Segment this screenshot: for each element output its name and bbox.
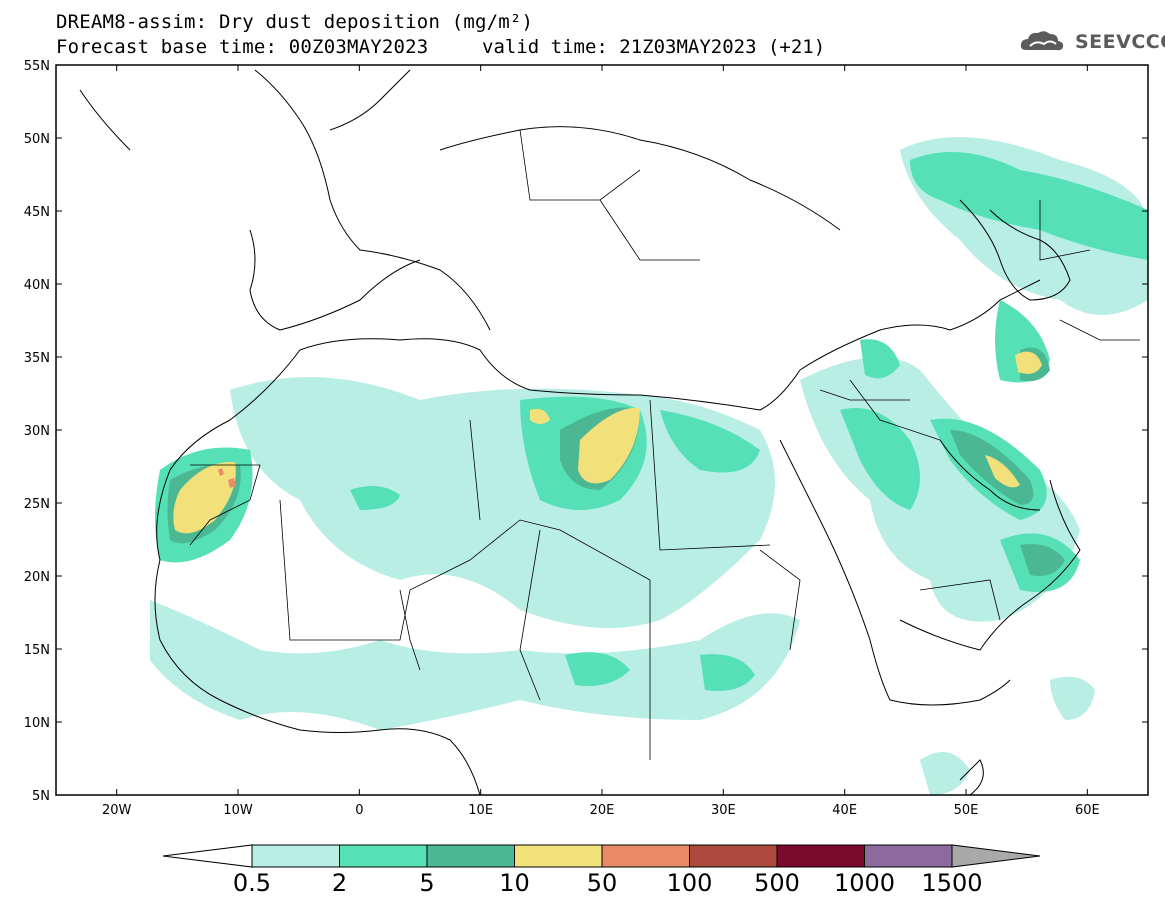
lat-label: 20N [24,570,50,585]
lon-label: 20W [102,803,132,818]
lon-label: 0 [355,803,363,818]
longitude-axis: 20W 10W 0 10E 20E 30E 40E 50E 60E [102,65,1100,818]
colorbar-label: 2 [332,869,347,897]
colorbar-low-arrow [162,844,253,868]
colorbar-swatch [251,844,340,868]
seevccc-logo-text: SEEVCCC [1075,31,1165,53]
coastlines [79,69,1081,795]
colorbar-label: 5 [419,869,434,897]
colorbar-label: 100 [667,869,713,897]
valid-time: valid time: 21Z03MAY2023 (+21) [482,36,826,58]
lat-label: 45N [24,205,50,220]
colorbar-label: 0.5 [233,869,271,897]
colorbar-swatch [864,844,953,868]
lat-label: 50N [24,132,50,147]
colorbar-swatch [339,844,428,868]
colorbar-label: 10 [499,869,530,897]
lon-label: 50E [954,803,979,818]
lat-label: 35N [24,351,50,366]
lat-label: 30N [24,424,50,439]
latitude-axis: 55N 50N 45N 40N 35N 30N 25N 20N 15N 10N 5N [24,59,1148,804]
colorbar-label: 50 [587,869,618,897]
colorbar-high-arrow [951,844,1041,868]
lon-label: 10E [468,803,493,818]
deposition-10-50-region [173,351,1042,534]
lat-label: 40N [24,278,50,293]
lat-label: 5N [32,789,50,804]
lat-label: 15N [24,643,50,658]
colorbar-label: 1500 [921,869,982,897]
lon-label: 20E [590,803,615,818]
colorbar-swatch [426,844,515,868]
lon-label: 30E [711,803,736,818]
lat-label: 25N [24,497,50,512]
map-title: DREAM8-assim: Dry dust deposition (mg/m²… [56,11,534,33]
lat-label: 10N [24,716,50,731]
lon-label: 10W [223,803,253,818]
cloud-logo-icon [1020,31,1064,51]
colorbar-label: 500 [754,869,800,897]
lat-label: 55N [24,59,50,74]
colorbar: 0.5 2 5 10 50 100 500 1000 1500 [162,844,1041,897]
lon-label: 60E [1075,803,1100,818]
map-area [79,69,1148,795]
forecast-base-time: Forecast base time: 00Z03MAY2023 [56,36,429,58]
colorbar-swatch [689,844,778,868]
deposition-50-100-region [218,468,236,488]
colorbar-swatch [514,844,603,868]
colorbar-swatch [601,844,690,868]
colorbar-swatch [776,844,865,868]
lon-label: 40E [832,803,857,818]
country-borders [189,129,1140,760]
colorbar-label: 1000 [834,869,895,897]
